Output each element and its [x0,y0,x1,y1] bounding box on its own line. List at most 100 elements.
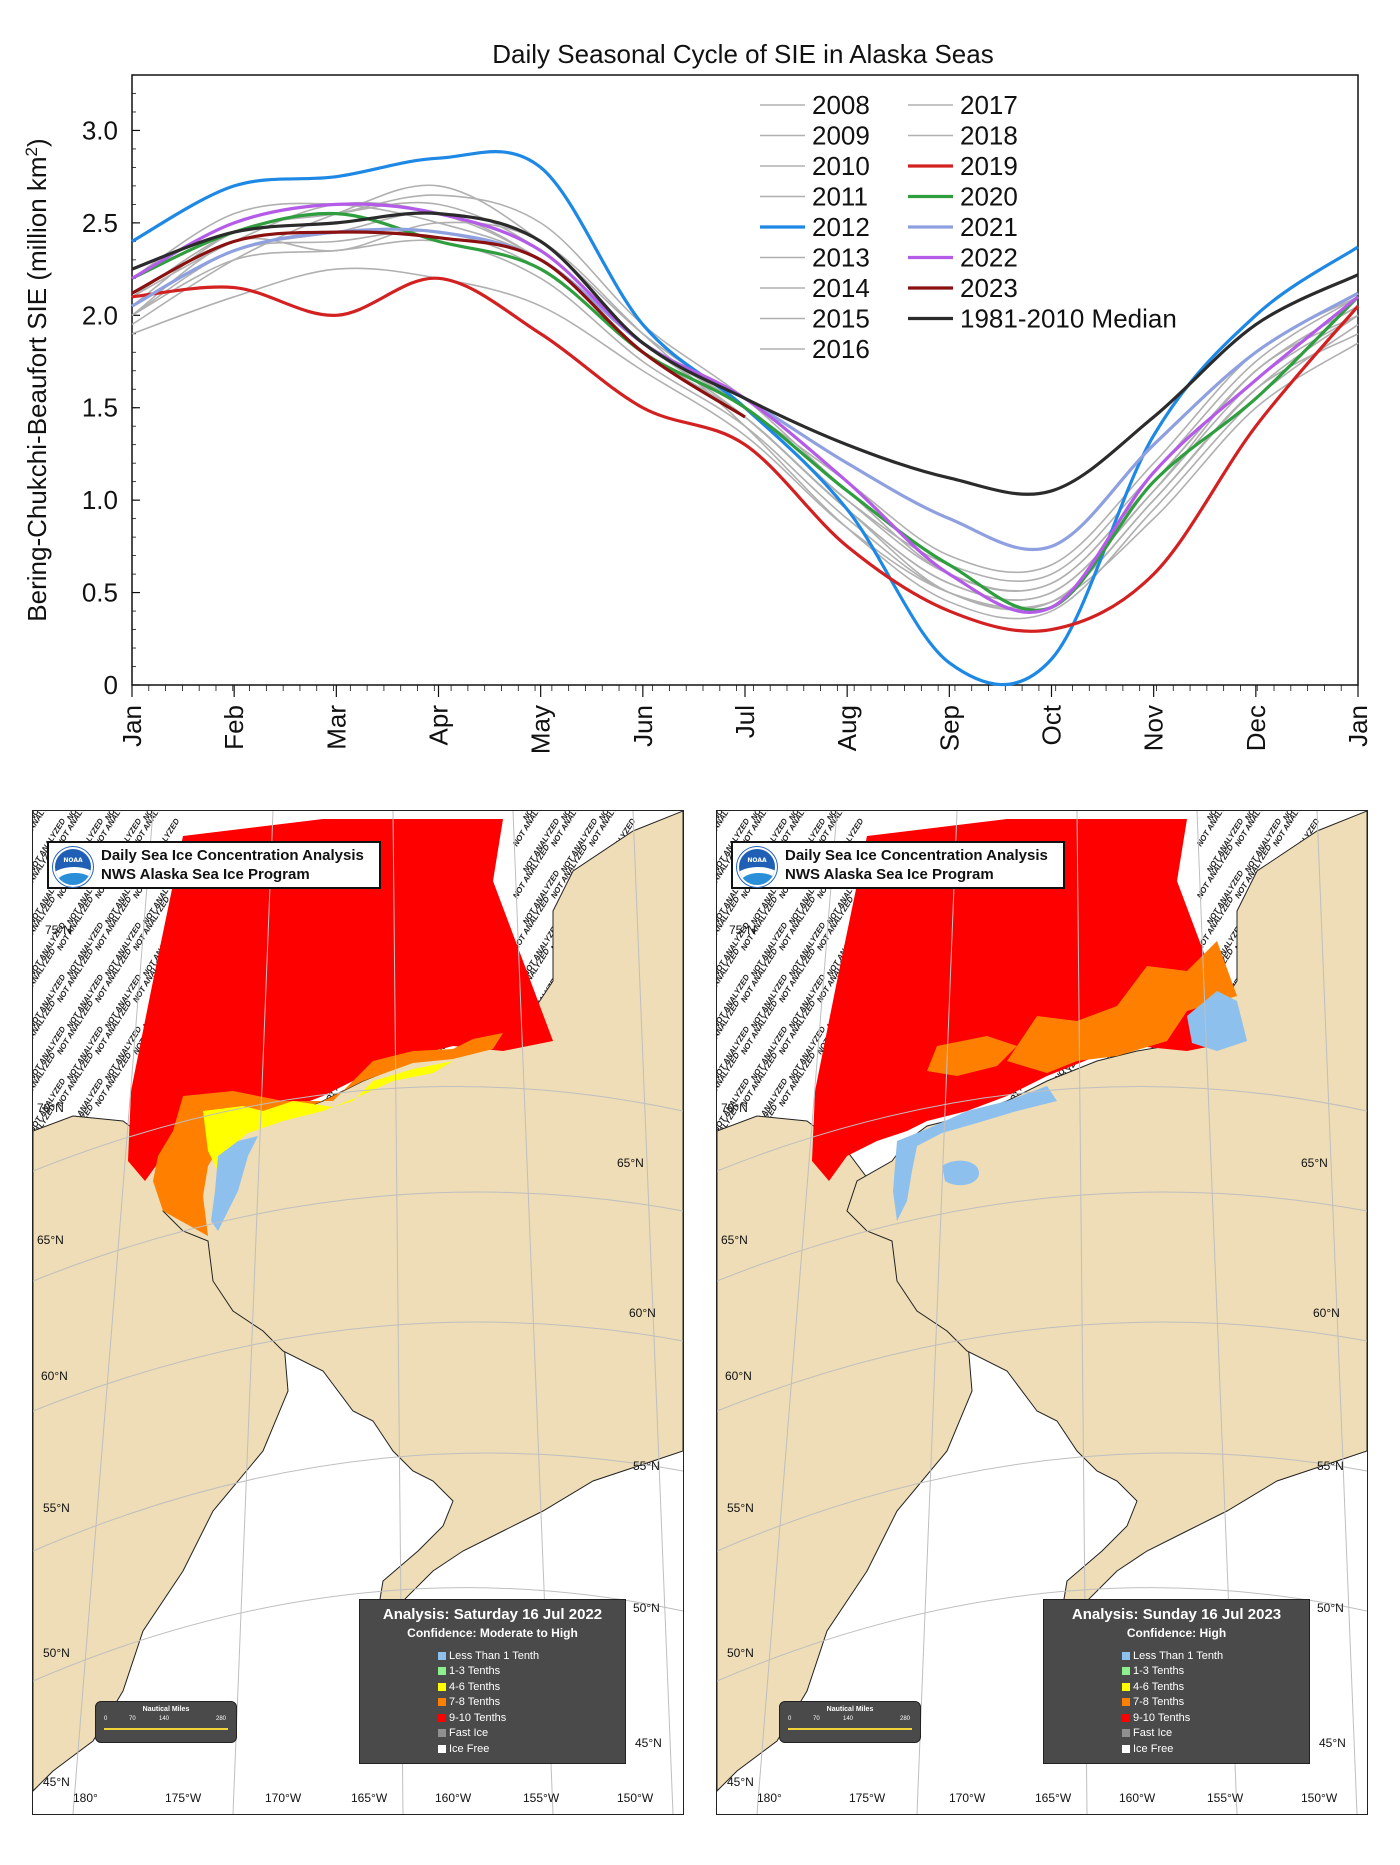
y-tick-label: 1.5 [82,393,118,423]
lat-label: 55°N [43,1501,70,1515]
lat-label: 60°N [41,1369,68,1383]
scale-line [104,1728,228,1730]
legend-swatch [1122,1744,1130,1753]
legend-label: 1981-2010 Median [960,304,1177,334]
legend-label: 2011 [812,182,868,212]
legend-item: Fast Ice [438,1726,539,1742]
legend-label: 9-10 Tenths [1133,1711,1191,1724]
legend-items: Less Than 1 Tenth 1-3 Tenths 4-6 Tenths 7-8… [1122,1648,1223,1757]
sea-ice-9-10 [128,819,553,1181]
legend-swatch [1122,1729,1130,1738]
sea-ice-7-8 [1007,941,1237,1073]
graticule [717,811,1367,1814]
legend-label: 2015 [812,304,870,334]
legend-label: 2009 [812,121,870,151]
legend-item: 4-6 Tenths [1122,1679,1223,1695]
y-tick-label: 2.0 [82,300,118,330]
lat-label: 60°N [1313,1306,1340,1320]
lon-label: 155°W [1207,1791,1244,1805]
legend-swatch [438,1744,446,1753]
analysis-date: Analysis: Sunday 16 Jul 2023 [1071,1606,1282,1623]
lat-label: 65°N [721,1233,748,1247]
lon-label: 170°W [265,1791,302,1805]
series-line-1981-2010-median [131,211,1359,496]
lat-label: 70°N [721,1101,748,1115]
chart-title: Daily Seasonal Cycle of SIE in Alaska Se… [492,39,993,69]
map-title: Daily Sea Ice Concentration Analysis [785,847,1048,864]
lon-label: 160°W [435,1791,472,1805]
longitude-labels: 180° 175°W 170°W 165°W 160°W 155°W 150°W [717,1791,1367,1809]
lat-label: 60°N [629,1306,656,1320]
lat-label: 50°N [727,1646,754,1660]
scale-bar: Nautical Miles 0 70 140 280 [779,1701,921,1743]
legend-label: 7-8 Tenths [449,1696,501,1709]
lon-label: 180° [73,1791,98,1805]
legend-item: Less Than 1 Tenth [438,1648,539,1664]
scale-tick: 70 [129,1716,136,1722]
legend-item: 7-8 Tenths [438,1695,539,1711]
legend-label: Less Than 1 Tenth [449,1649,540,1662]
x-tick-label: Jan [117,705,147,747]
y-axis-label: Bering-Chukchi-Beaufort SIE (million km2… [22,138,53,621]
lat-label: 75°N [729,923,756,937]
legend-label: 2010 [812,151,870,181]
legend-item: 1-3 Tenths [1122,1664,1223,1680]
legend-item: 9-10 Tenths [438,1710,539,1726]
x-tick-label: Jul [730,705,760,738]
x-tick-label: Nov [1139,705,1169,751]
legend-label: 1-3 Tenths [449,1665,501,1678]
series-line-2020 [131,211,1360,612]
y-tick-label: 2.5 [82,208,118,238]
series-line-2018 [131,267,1359,609]
legend-items: Less Than 1 Tenth 1-3 Tenths 4-6 Tenths 7-8… [438,1648,539,1757]
legend-label: 2021 [960,212,1018,242]
longitude-labels: 180° 175°W 170°W 165°W 160°W 155°W 150°W [33,1791,683,1809]
legend-swatch [1122,1713,1130,1722]
legend-label: 2023 [960,273,1018,303]
lon-label: 165°W [351,1791,388,1805]
legend-label: 2008 [812,90,870,120]
legend-swatch [438,1682,446,1691]
legend-item: 7-8 Tenths [1122,1695,1223,1711]
lat-label: 65°N [37,1233,64,1247]
lon-label: 160°W [1119,1791,1156,1805]
x-tick-label: May [526,705,556,754]
lon-label: 155°W [523,1791,560,1805]
lat-label: 55°N [1317,1459,1344,1473]
analysis-confidence: Confidence: Moderate to High [407,1626,578,1640]
legend-label: 2016 [812,334,870,364]
x-tick-label: Sep [934,705,964,751]
lat-label: 50°N [1317,1601,1344,1615]
legend-label: 4-6 Tenths [449,1680,501,1693]
legend-label: Less Than 1 Tenth [1133,1649,1224,1662]
legend-item: Ice Free [1122,1741,1223,1757]
scale-tick: 280 [216,1716,227,1722]
scale-tick: 0 [104,1716,108,1722]
legend-swatch [1122,1667,1130,1676]
map-subtitle: NWS Alaska Sea Ice Program [785,866,994,883]
lon-label: 180° [757,1791,782,1805]
scale-bar: Nautical Miles 0 70 140 280 [95,1701,237,1743]
map-legend: Analysis: Sunday 16 Jul 2023 Confidence:… [1043,1599,1310,1764]
legend-label: 2012 [812,212,870,242]
lat-label: 65°N [617,1156,644,1170]
lat-label: 65°N [1301,1156,1328,1170]
y-tick-label: 0 [104,670,118,700]
legend-item: 4-6 Tenths [438,1679,539,1695]
lon-label: 165°W [1035,1791,1072,1805]
map-subtitle: NWS Alaska Sea Ice Program [101,866,310,883]
sea-ice-lt-1 [893,1086,1057,1221]
lat-label: 45°N [43,1775,70,1789]
lat-label: 75°N [45,923,72,937]
scale-tick: 280 [900,1716,911,1722]
legend-label: 4-6 Tenths [1133,1680,1185,1693]
x-tick-label: Mar [321,705,351,750]
series-line-2022 [131,202,1360,614]
lon-label: 170°W [949,1791,986,1805]
sea-ice-lt-1-b [1187,991,1247,1051]
legend-item: Ice Free [438,1741,539,1757]
series-lines [131,150,1360,687]
legend-item: Less Than 1 Tenth [1122,1648,1223,1664]
